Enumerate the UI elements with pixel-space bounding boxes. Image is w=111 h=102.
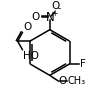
Text: +: + (51, 9, 57, 18)
Text: O: O (59, 76, 67, 86)
Text: F: F (80, 59, 86, 69)
Text: O: O (23, 22, 31, 32)
Text: CH₃: CH₃ (68, 76, 86, 86)
Text: O: O (32, 12, 40, 22)
Text: HO: HO (23, 51, 39, 61)
Text: N: N (45, 11, 54, 24)
Text: -: - (57, 4, 60, 13)
Text: O: O (52, 1, 60, 11)
